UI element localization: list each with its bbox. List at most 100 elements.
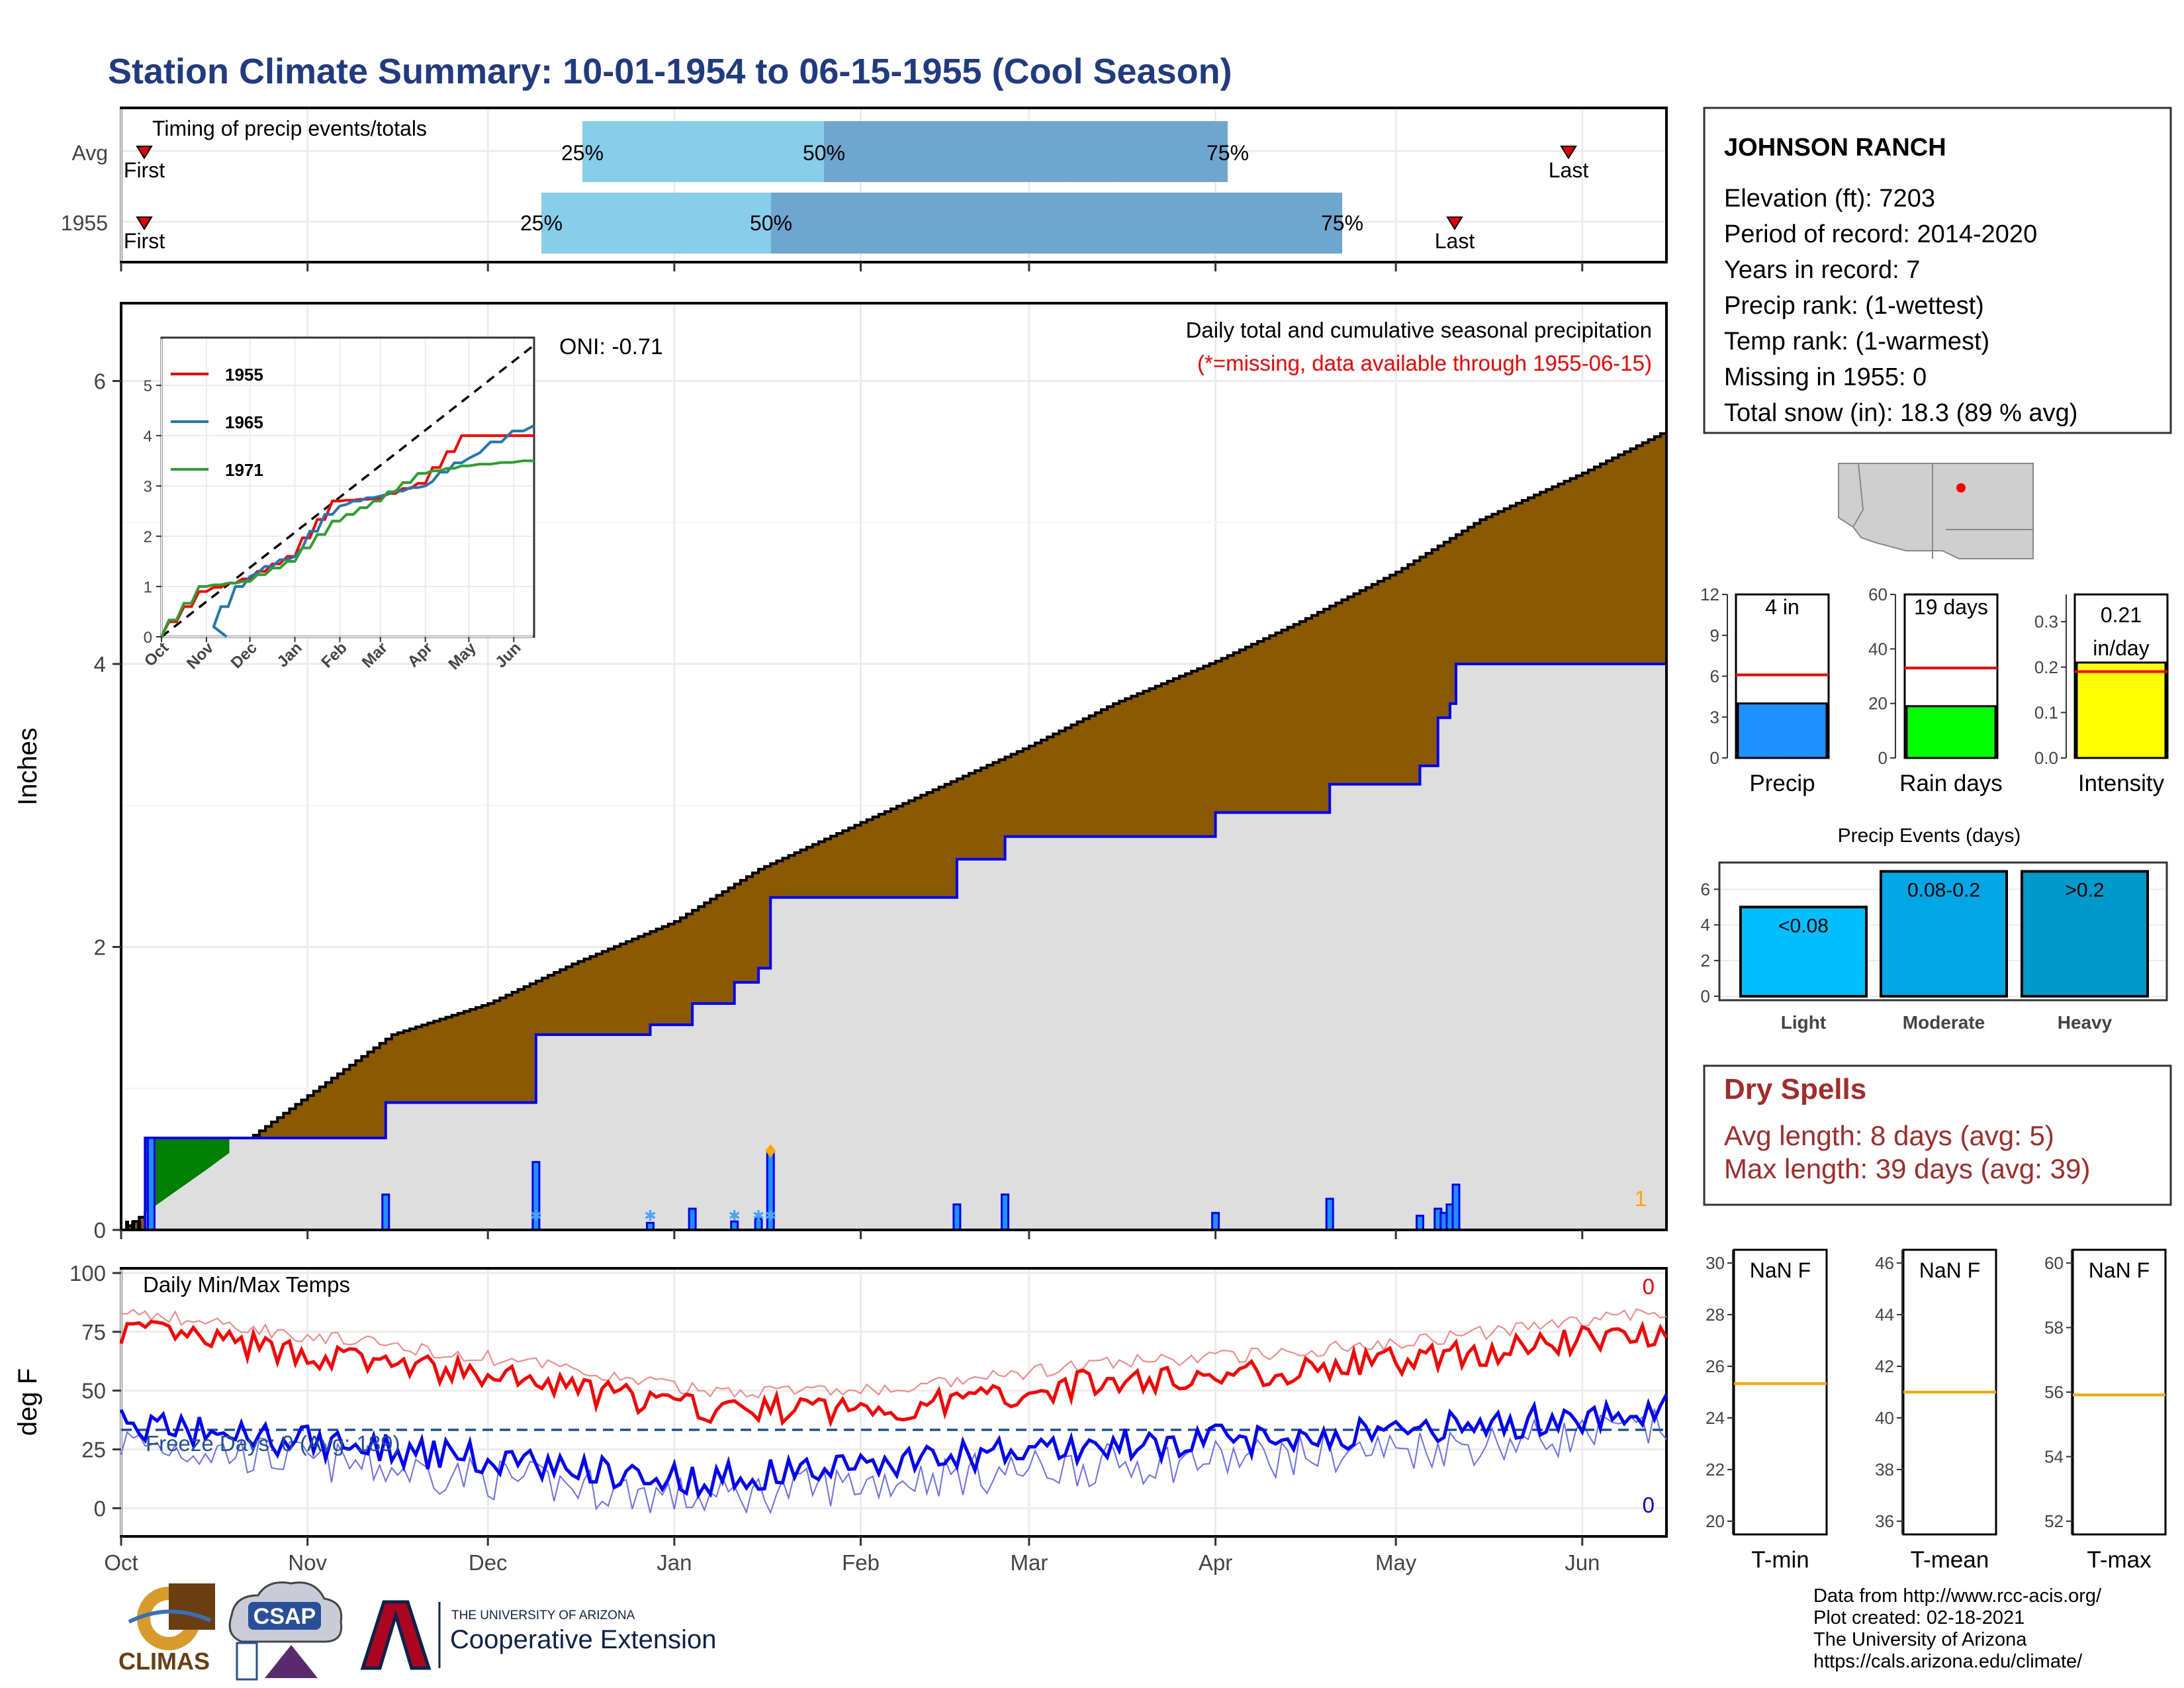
yr-q75-label: 75% bbox=[1321, 211, 1363, 235]
snow-marker: ✱ bbox=[764, 1207, 776, 1224]
ua-logo: THE UNIVERSITY OF ARIZONA Cooperative Ex… bbox=[360, 1600, 716, 1670]
events-ytick: 6 bbox=[1701, 879, 1710, 899]
avg-last-marker bbox=[1560, 146, 1577, 160]
oni-label: ONI: -0.71 bbox=[559, 334, 663, 359]
average-precip-line bbox=[121, 663, 1666, 1231]
daily-precip-bar bbox=[381, 1194, 390, 1231]
events-bar-Heavy bbox=[2021, 870, 2149, 998]
events-ytick: 2 bbox=[1701, 951, 1710, 970]
mini-bar-ytick: 0.1 bbox=[2034, 702, 2058, 722]
daily-precip-bar bbox=[125, 1221, 130, 1230]
events-category: Heavy bbox=[2058, 1012, 2113, 1033]
station-info-line: Elevation (ft): 7203 bbox=[1724, 185, 1935, 212]
precip-ytick: 2 bbox=[94, 935, 106, 960]
timing-1955-q25-q50-bar bbox=[541, 193, 771, 254]
yr-first-label: First bbox=[124, 229, 165, 253]
events-bar-label: >0.2 bbox=[2065, 879, 2104, 901]
snow-marker: ✱ bbox=[530, 1207, 542, 1224]
timing-avg-q50-q75-bar bbox=[824, 121, 1228, 182]
events-bar-Light bbox=[1739, 906, 1868, 998]
temp-box-name: T-min bbox=[1751, 1547, 1809, 1573]
month-tick: Nov bbox=[288, 1550, 327, 1575]
month-tick: Oct bbox=[104, 1550, 138, 1575]
temp-box-ytick: 42 bbox=[1875, 1356, 1894, 1376]
tmax-count: 0 bbox=[1643, 1274, 1655, 1299]
inset-ytick: 2 bbox=[144, 528, 152, 546]
yr-last-marker bbox=[1446, 216, 1463, 230]
inset-legend-label: 1955 bbox=[225, 365, 263, 385]
yr-last-label: Last bbox=[1435, 229, 1475, 253]
average-precip-area bbox=[121, 664, 1666, 1230]
mini-bar-ytick: 0.0 bbox=[2034, 748, 2058, 768]
timing-row-1955: 1955 bbox=[61, 211, 108, 235]
temp-box-ytick: 46 bbox=[1875, 1253, 1894, 1273]
csap-logo: CSAP bbox=[228, 1581, 343, 1681]
temp-box-label: NaN F bbox=[2089, 1258, 2150, 1282]
events-bar-Moderate bbox=[1880, 870, 2008, 998]
temp-panel: Daily Min/Max Temps Freeze Days: 0 (Avg:… bbox=[13, 1261, 1668, 1538]
mini-bar-ytick: 0.2 bbox=[2034, 657, 2058, 677]
daily-precip-bar bbox=[1451, 1184, 1461, 1231]
inset-ytick: 5 bbox=[144, 377, 152, 395]
dry-spells-box: Dry Spells Avg length: 8 days (avg: 5) M… bbox=[1703, 1064, 2172, 1206]
timing-label: Timing of precip events/totals bbox=[152, 117, 427, 140]
mini-bar-ytick: 40 bbox=[1868, 639, 1888, 659]
events-category: Moderate bbox=[1903, 1012, 1985, 1033]
dry-spells-title: Dry Spells bbox=[1724, 1073, 1866, 1105]
temp-box-ytick: 58 bbox=[2044, 1318, 2064, 1338]
mini-bar-label: 19 days bbox=[1914, 595, 1988, 619]
inset-legend-label: 1965 bbox=[225, 412, 263, 432]
mini-bar-label: in/day bbox=[2093, 636, 2149, 660]
mini-bar-ytick: 6 bbox=[1710, 667, 1719, 686]
mini-bar-ytick: 0.3 bbox=[2034, 612, 2058, 632]
month-tick: Mar bbox=[1011, 1550, 1048, 1575]
season-totals: 0 3 6 9 12 4 in Precip 0 20 40 60 19 days Rain days 0… bbox=[1700, 585, 2169, 796]
station-name: JOHNSON RANCH bbox=[1724, 134, 1946, 162]
temp-box-ytick: 20 bbox=[1706, 1511, 1725, 1531]
dry-spells-max: Max length: 39 days (avg: 39) bbox=[1724, 1153, 2090, 1184]
avg-first-label: First bbox=[124, 158, 165, 182]
daily-precip-bar bbox=[1415, 1215, 1424, 1231]
daily-precip-bar bbox=[1001, 1194, 1010, 1231]
temp-ytick: 75 bbox=[81, 1320, 106, 1344]
temp-box-label: NaN F bbox=[1919, 1258, 1980, 1282]
timing-panel: Timing of precip events/totals Avg 1955 … bbox=[61, 107, 1668, 263]
avg-q50-label: 50% bbox=[803, 141, 845, 165]
precip-ytick: 4 bbox=[94, 652, 106, 677]
station-info-line: Total snow (in): 18.3 (89 % avg) bbox=[1724, 399, 2077, 427]
early-surplus-area bbox=[145, 1138, 230, 1213]
dry-spells-avg: Avg length: 8 days (avg: 5) bbox=[1724, 1120, 2054, 1151]
precip-ylabel: Inches bbox=[13, 727, 42, 806]
temp-box-ytick: 26 bbox=[1706, 1356, 1725, 1376]
yr-q50-label: 50% bbox=[750, 211, 792, 235]
temp-ytick: 0 bbox=[94, 1496, 106, 1521]
station-info-line: Period of record: 2014-2020 bbox=[1724, 220, 2037, 248]
temp-box-label: NaN F bbox=[1750, 1258, 1811, 1282]
precip-ytick: 0 bbox=[94, 1218, 106, 1243]
avg-first-marker bbox=[136, 146, 153, 160]
snow-marker: ✱ bbox=[752, 1207, 764, 1224]
avg-q25-label: 25% bbox=[561, 141, 604, 165]
inset-legend-label: 1971 bbox=[225, 460, 263, 480]
inset-ytick: 0 bbox=[144, 629, 152, 647]
csap-text: CSAP bbox=[253, 1604, 316, 1629]
ua-name: THE UNIVERSITY OF ARIZONA bbox=[451, 1609, 635, 1622]
daily-precip-bar bbox=[137, 1221, 142, 1230]
tmin-count: 0 bbox=[1643, 1493, 1655, 1517]
tmin-average-line bbox=[120, 1408, 1667, 1515]
station-info-line: Missing in 1955: 0 bbox=[1724, 363, 1927, 391]
temp-panel-label: Daily Min/Max Temps bbox=[143, 1272, 350, 1297]
right-count: 1 bbox=[1635, 1186, 1647, 1211]
temp-box-ytick: 60 bbox=[2044, 1253, 2064, 1273]
daily-precip-bar bbox=[1325, 1197, 1334, 1231]
month-tick: Jun bbox=[1565, 1550, 1600, 1575]
events-bar-label: <0.08 bbox=[1778, 915, 1829, 937]
mini-bar-name: Rain days bbox=[1899, 771, 2003, 796]
month-tick: Dec bbox=[469, 1550, 508, 1575]
mini-bar-label: 4 in bbox=[1765, 595, 1799, 619]
inset-ytick: 1 bbox=[144, 579, 152, 596]
temp-box-ytick: 52 bbox=[2044, 1511, 2064, 1531]
avg-q75-label: 75% bbox=[1206, 141, 1249, 165]
